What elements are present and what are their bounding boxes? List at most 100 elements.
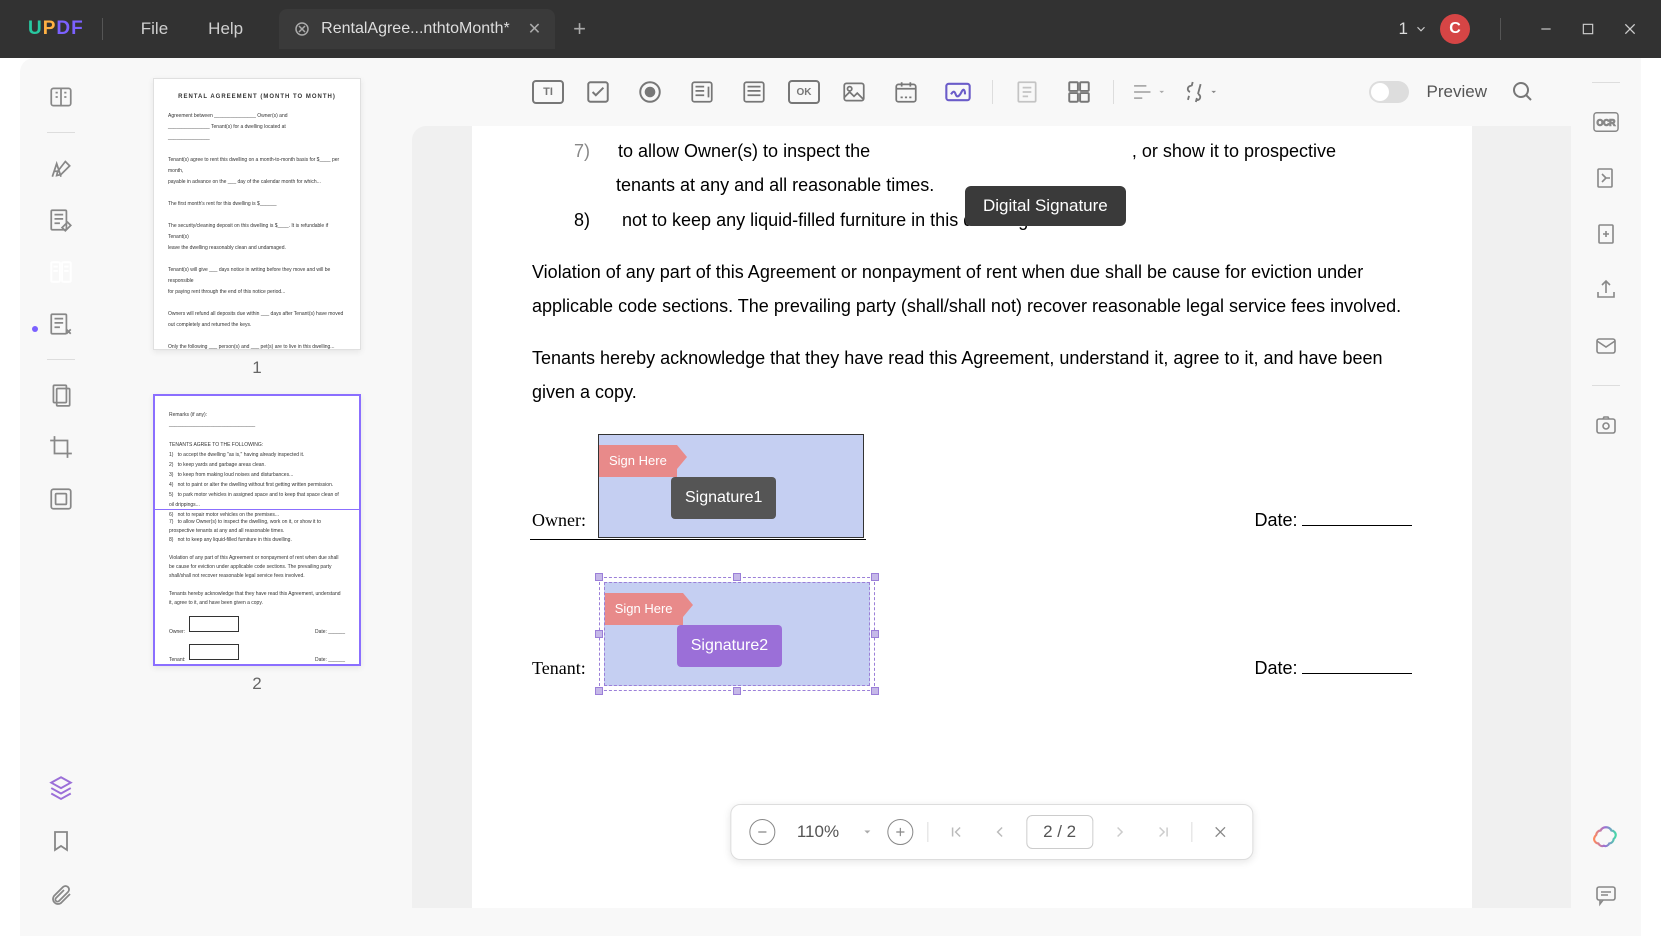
resize-handle[interactable] xyxy=(595,687,603,695)
dropdown-tool[interactable] xyxy=(684,74,720,110)
reader-tool[interactable] xyxy=(40,76,82,118)
resize-handle[interactable] xyxy=(871,630,879,638)
share-button[interactable] xyxy=(1585,269,1627,311)
right-sidebar-bottom xyxy=(1571,816,1641,916)
form-toolbar: TI OK Preview xyxy=(412,58,1571,126)
email-button[interactable] xyxy=(1585,325,1627,367)
titlebar-right: 1 C xyxy=(1399,14,1661,44)
divider xyxy=(1500,18,1501,40)
main-area: RENTAL AGREEMENT (MONTH TO MONTH) Agreem… xyxy=(20,58,1641,936)
close-window-button[interactable] xyxy=(1615,14,1645,44)
crop-tool[interactable] xyxy=(40,426,82,468)
form-recognition-tool[interactable] xyxy=(1009,74,1045,110)
page-count-dropdown[interactable]: 1 xyxy=(1399,19,1428,39)
layers-button[interactable] xyxy=(40,766,82,808)
settings-tool[interactable] xyxy=(1182,74,1218,110)
tenant-label: Tenant: xyxy=(532,651,586,685)
page-tool[interactable] xyxy=(40,374,82,416)
ocr-button[interactable]: OCR xyxy=(1585,101,1627,143)
resize-handle[interactable] xyxy=(871,573,879,581)
page-number-input[interactable]: 2 / 2 xyxy=(1026,815,1093,849)
next-page-button[interactable] xyxy=(1107,818,1135,846)
image-field-tool[interactable] xyxy=(836,74,872,110)
signature1-field[interactable]: Sign Here Signature1 xyxy=(598,434,864,538)
thumbnail-1-preview: RENTAL AGREEMENT (MONTH TO MONTH) Agreem… xyxy=(153,78,361,350)
digital-signature-tool[interactable] xyxy=(940,74,976,110)
zoom-value: 110% xyxy=(789,822,847,842)
file-menu[interactable]: File xyxy=(141,19,168,39)
maximize-button[interactable] xyxy=(1573,14,1603,44)
minimize-button[interactable] xyxy=(1531,14,1561,44)
convert-button[interactable] xyxy=(1585,157,1627,199)
tab-area: RentalAgree...nthtoMonth* ✕ + xyxy=(279,0,586,58)
doc-violation: Violation of any part of this Agreement … xyxy=(532,255,1412,323)
attachment-button[interactable] xyxy=(40,874,82,916)
tenant-signature-row: Tenant: Sign Here Signature2 xyxy=(532,582,1412,686)
tenant-date: Date: xyxy=(1254,651,1412,685)
zoom-in-button[interactable] xyxy=(887,819,913,845)
text-field-tool[interactable]: TI xyxy=(532,80,564,104)
separator xyxy=(1113,80,1114,104)
resize-handle[interactable] xyxy=(733,573,741,581)
title-bar: UPDF File Help RentalAgree...nthtoMonth*… xyxy=(0,0,1661,58)
sign-here-badge-2: Sign Here xyxy=(605,593,683,626)
document-tab[interactable]: RentalAgree...nthtoMonth* ✕ xyxy=(279,9,555,49)
organize-tool[interactable] xyxy=(40,303,82,345)
zoom-out-button[interactable] xyxy=(749,819,775,845)
tab-close-icon[interactable]: ✕ xyxy=(528,19,541,39)
thumbnail-page-2[interactable]: Remarks (if any):_______________________… xyxy=(153,394,361,694)
owner-date: Date: xyxy=(1254,503,1412,537)
doc-acknowledge: Tenants hereby acknowledge that they hav… xyxy=(532,341,1412,409)
divider xyxy=(102,18,103,40)
resize-handle[interactable] xyxy=(733,687,741,695)
last-page-button[interactable] xyxy=(1149,818,1177,846)
signature2-field[interactable]: Sign Here Signature2 xyxy=(604,582,870,686)
bookmark-button[interactable] xyxy=(40,820,82,862)
comment-tool[interactable] xyxy=(40,147,82,189)
edit-tool[interactable] xyxy=(40,199,82,241)
prev-page-button[interactable] xyxy=(984,818,1012,846)
thumbnail-title: RENTAL AGREEMENT (MONTH TO MONTH) xyxy=(168,93,346,103)
search-button[interactable] xyxy=(1505,74,1541,110)
thumbnail-page-1[interactable]: RENTAL AGREEMENT (MONTH TO MONTH) Agreem… xyxy=(153,78,361,378)
resize-handle[interactable] xyxy=(595,573,603,581)
comment-panel-button[interactable] xyxy=(1585,874,1627,916)
active-indicator xyxy=(32,326,38,332)
separator xyxy=(1191,822,1192,842)
radio-tool[interactable] xyxy=(632,74,668,110)
preview-toggle[interactable] xyxy=(1369,81,1409,103)
logo: UPDF xyxy=(28,18,84,40)
divider xyxy=(1592,82,1620,83)
toolbar-right: Preview xyxy=(1369,74,1541,110)
tab-doc-icon xyxy=(293,20,311,38)
thumbnail-2-preview: Remarks (if any):_______________________… xyxy=(153,394,361,666)
compress-button[interactable] xyxy=(1585,213,1627,255)
resize-handle[interactable] xyxy=(871,687,879,695)
tab-title: RentalAgree...nthtoMonth* xyxy=(321,20,510,38)
user-avatar[interactable]: C xyxy=(1440,14,1470,44)
redact-tool[interactable] xyxy=(40,478,82,520)
form-tool[interactable] xyxy=(40,251,82,293)
zoom-dropdown-icon[interactable] xyxy=(861,826,873,838)
first-page-button[interactable] xyxy=(942,818,970,846)
new-tab-button[interactable]: + xyxy=(573,16,586,42)
svg-text:OCR: OCR xyxy=(1597,118,1616,128)
close-nav-button[interactable] xyxy=(1206,818,1234,846)
separator xyxy=(992,80,993,104)
align-tool[interactable] xyxy=(1130,74,1166,110)
document-viewport[interactable]: 7)to allow Owner(s) to inspect the , or … xyxy=(412,126,1571,908)
help-menu[interactable]: Help xyxy=(208,19,243,39)
preview-label: Preview xyxy=(1427,82,1487,102)
button-tool[interactable]: OK xyxy=(788,80,820,104)
page-count-value: 1 xyxy=(1399,19,1408,39)
listbox-tool[interactable] xyxy=(736,74,772,110)
thumbnail-1-number: 1 xyxy=(252,358,261,378)
ai-button[interactable] xyxy=(1585,816,1627,858)
checkbox-tool[interactable] xyxy=(580,74,616,110)
date-field-tool[interactable] xyxy=(888,74,924,110)
resize-handle[interactable] xyxy=(595,630,603,638)
digital-signature-tooltip: Digital Signature xyxy=(965,186,1126,226)
grid-tool[interactable] xyxy=(1061,74,1097,110)
divider xyxy=(47,132,75,133)
screenshot-button[interactable] xyxy=(1585,404,1627,446)
